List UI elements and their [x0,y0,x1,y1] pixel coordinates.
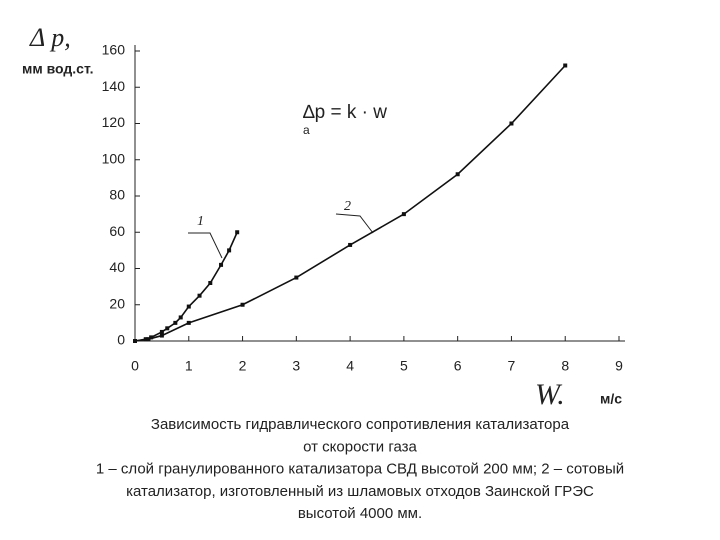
x-tick-label: 1 [185,358,193,374]
y-unit: мм вод.ст. [22,61,93,77]
x-tick-label: 4 [346,358,354,374]
x-tick-label: 7 [508,358,516,374]
point [208,281,213,285]
point [159,333,164,338]
point [455,172,460,177]
y-tick-label: 40 [109,259,125,275]
x-tick-label: 9 [615,358,623,374]
point [563,63,568,68]
point [197,293,202,298]
y-tick-label: 80 [109,187,125,203]
x-tick-label: 2 [239,358,247,374]
point [401,212,406,217]
point [348,242,353,247]
leader-line [188,232,223,259]
point [133,339,137,343]
y-label: Δ р, [29,23,71,52]
point [186,304,191,309]
x-tick-label: 6 [454,358,462,374]
curve-label: 2 [344,199,351,214]
curve-label: 1 [197,214,204,229]
y-tick-label: 0 [117,332,125,348]
point [235,230,240,235]
x-tick-label: 5 [400,358,408,374]
x-tick-label: 0 [131,358,139,374]
y-tick-label: 20 [109,295,125,311]
caption-line: высотой 4000 мм. [298,505,422,522]
point [186,320,191,325]
x-label: W. [535,378,565,411]
y-tick-label: 60 [109,223,125,239]
x-unit: м/с [600,391,622,407]
point [178,315,183,320]
point [173,320,178,325]
point [240,302,245,307]
caption-line: Зависимость гидравлического сопротивлени… [151,416,570,433]
point [294,275,299,280]
leader-line [335,213,374,234]
caption-line: катализатор, изготовленный из шламовых о… [126,483,594,500]
point [219,262,224,267]
point [165,326,170,331]
formula: ∆p = k · w [303,102,387,123]
y-tick-label: 140 [102,78,126,94]
caption-line: 1 – слой гранулированного катализатора С… [96,461,624,478]
point [149,335,154,340]
point [146,337,151,342]
y-tick-label: 160 [102,42,126,58]
x-tick-label: 3 [292,358,300,374]
point [509,121,514,126]
point [227,248,232,253]
caption-line: от скорости газа [303,438,417,455]
y-tick-label: 120 [102,114,126,130]
formula-sub: a [303,123,310,137]
y-tick-label: 100 [102,150,126,166]
point [159,329,164,334]
x-tick-label: 8 [561,358,569,374]
